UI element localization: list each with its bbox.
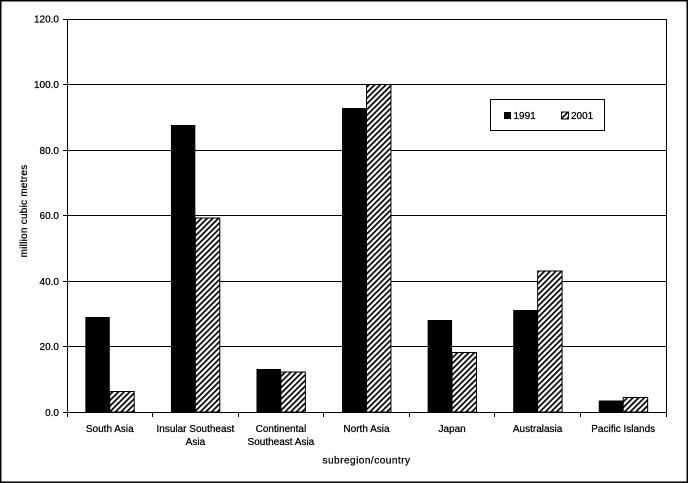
svg-text:2001: 2001 — [571, 111, 594, 122]
svg-text:subregion/country: subregion/country — [323, 456, 411, 467]
svg-text:Japan: Japan — [438, 424, 465, 435]
svg-text:Australasia: Australasia — [513, 424, 563, 435]
svg-text:Southeast Asia: Southeast Asia — [248, 437, 315, 448]
svg-text:80.0: 80.0 — [40, 146, 60, 157]
svg-text:North Asia: North Asia — [343, 424, 390, 435]
svg-text:20.0: 20.0 — [40, 342, 60, 353]
svg-text:Insular Southeast: Insular Southeast — [156, 424, 234, 435]
svg-text:1991: 1991 — [514, 111, 537, 122]
svg-text:Asia: Asia — [186, 437, 206, 448]
svg-text:0.0: 0.0 — [45, 408, 59, 419]
svg-text:120.0: 120.0 — [34, 15, 59, 26]
svg-text:Continental: Continental — [256, 424, 307, 435]
svg-text:million cubic metres: million cubic metres — [19, 165, 30, 258]
svg-text:40.0: 40.0 — [40, 277, 60, 288]
svg-text:60.0: 60.0 — [40, 211, 60, 222]
svg-text:Pacific Islands: Pacific Islands — [591, 424, 655, 435]
svg-text:100.0: 100.0 — [34, 80, 59, 91]
svg-text:South Asia: South Asia — [86, 424, 134, 435]
